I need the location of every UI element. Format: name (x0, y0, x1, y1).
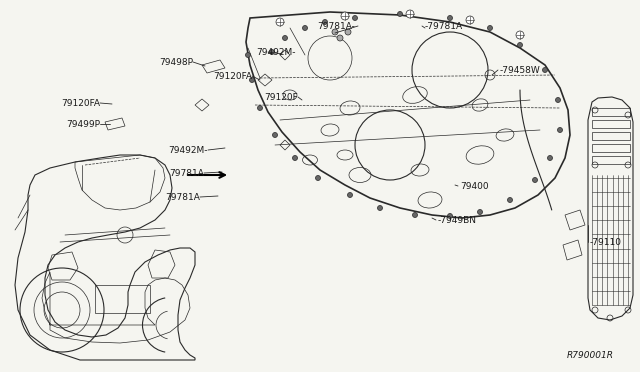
Circle shape (332, 29, 338, 35)
Text: 79120F: 79120F (264, 93, 298, 102)
Text: 79492M-: 79492M- (168, 145, 208, 154)
Circle shape (516, 31, 524, 39)
Text: 79781A-: 79781A- (317, 22, 355, 31)
Text: 79492M-: 79492M- (257, 48, 296, 57)
Bar (592, 132, 630, 140)
Circle shape (543, 67, 547, 73)
Circle shape (466, 16, 474, 24)
Circle shape (303, 26, 307, 31)
Circle shape (269, 49, 275, 55)
Circle shape (397, 12, 403, 16)
Text: -79781A: -79781A (425, 22, 463, 31)
Text: 79120FA: 79120FA (213, 71, 252, 80)
Circle shape (447, 16, 452, 20)
Bar (592, 108, 630, 116)
Circle shape (273, 132, 278, 138)
Circle shape (477, 209, 483, 215)
Circle shape (508, 198, 513, 202)
Circle shape (556, 97, 561, 103)
Circle shape (246, 52, 250, 58)
Circle shape (413, 212, 417, 218)
Circle shape (547, 155, 552, 160)
Circle shape (276, 18, 284, 26)
Bar (592, 156, 630, 164)
Circle shape (348, 192, 353, 198)
Text: 79781A: 79781A (165, 192, 200, 202)
Bar (95, 285, 150, 313)
Text: R790001R: R790001R (567, 352, 614, 360)
Circle shape (282, 35, 287, 41)
Text: -79458W: -79458W (500, 65, 541, 74)
Text: 79400: 79400 (460, 182, 488, 190)
Circle shape (257, 106, 262, 110)
Circle shape (557, 128, 563, 132)
Text: 79498P: 79498P (159, 58, 193, 67)
Circle shape (378, 205, 383, 211)
Text: -79110: -79110 (590, 237, 622, 247)
Text: -7949BN: -7949BN (438, 215, 477, 224)
Circle shape (353, 16, 358, 20)
Text: 79781A: 79781A (169, 169, 204, 177)
Circle shape (345, 29, 351, 35)
Circle shape (250, 77, 255, 83)
Circle shape (406, 10, 414, 18)
Text: 79499P: 79499P (66, 119, 100, 128)
Circle shape (292, 155, 298, 160)
Circle shape (337, 35, 343, 41)
Circle shape (341, 12, 349, 20)
Bar (592, 144, 630, 152)
Circle shape (518, 42, 522, 48)
Circle shape (532, 177, 538, 183)
Bar (592, 120, 630, 128)
Circle shape (447, 214, 452, 218)
Circle shape (488, 26, 493, 31)
Circle shape (316, 176, 321, 180)
Circle shape (323, 19, 328, 25)
Text: 79120FA: 79120FA (61, 99, 100, 108)
